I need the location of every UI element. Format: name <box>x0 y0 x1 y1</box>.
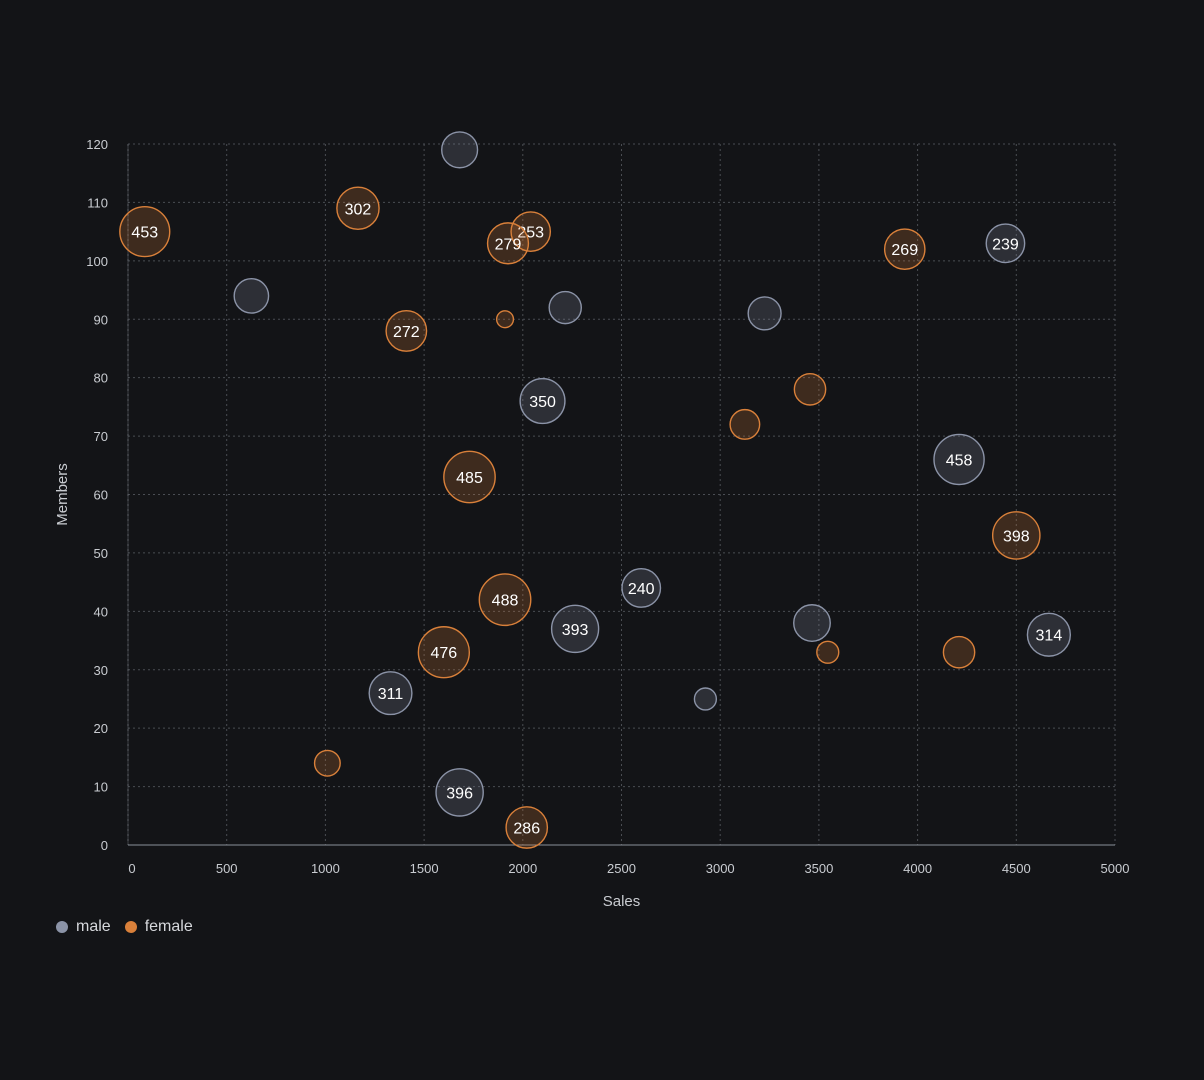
bubble-label: 272 <box>393 324 420 341</box>
y-tick-label: 100 <box>86 254 108 269</box>
bubble-female <box>883 228 926 270</box>
bubble-label: 286 <box>513 820 540 837</box>
legend-swatch-male <box>56 921 68 933</box>
legend-swatch-female <box>124 921 137 933</box>
legend: male female <box>56 918 193 936</box>
bubble-label: 302 <box>345 201 372 218</box>
bubble-female <box>119 205 171 258</box>
series-male: 239 350 458 240 393 314 311 396 <box>233 131 1072 817</box>
bubble-female <box>385 310 428 352</box>
y-axis-title: Members <box>54 463 71 526</box>
y-tick-label: 110 <box>87 195 108 210</box>
bubble-label: 398 <box>1003 528 1030 545</box>
bubble-label: 269 <box>891 242 918 259</box>
y-tick-label: 90 <box>94 312 108 327</box>
bubble-label: 458 <box>946 452 973 469</box>
y-tick-label: 120 <box>86 137 108 152</box>
bubble-male <box>933 433 985 486</box>
bubble-label: 253 <box>517 225 544 242</box>
bubble-label: 279 <box>495 236 522 253</box>
legend-label-male: male <box>76 918 111 935</box>
legend-label-female: female <box>144 918 193 935</box>
bubble-label: 476 <box>430 645 457 662</box>
bubble-female <box>336 186 380 231</box>
bubble-label: 393 <box>562 622 589 639</box>
y-tick-label: 20 <box>94 721 108 736</box>
bubble-male <box>233 277 270 314</box>
x-tick-label: 1000 <box>311 861 340 876</box>
bubble-male <box>550 604 600 654</box>
bubble-male <box>435 768 484 817</box>
bubble-female <box>313 749 341 777</box>
x-tick-label: 4000 <box>903 861 932 876</box>
legend-item-female[interactable]: female <box>124 918 193 936</box>
bubble-label: 488 <box>492 593 519 610</box>
y-tick-label: 70 <box>94 429 108 444</box>
x-tick-label: 2000 <box>508 861 537 876</box>
bubble-label: 239 <box>992 236 1019 253</box>
bubble-female <box>793 373 827 406</box>
y-tick-label: 50 <box>94 546 108 561</box>
x-tick-label: 2500 <box>607 861 636 876</box>
bubble-male <box>793 604 831 642</box>
bubble-female <box>486 222 530 265</box>
bubble-male <box>693 687 718 711</box>
bubble-male <box>368 671 413 716</box>
bubble-female <box>495 310 515 329</box>
bubble-female <box>816 640 840 664</box>
x-tick-label: 3500 <box>804 861 833 876</box>
x-tick-label: 1500 <box>410 861 439 876</box>
bubble-female <box>478 573 532 627</box>
bubble-label: 453 <box>131 225 158 242</box>
bubble-female <box>942 635 976 669</box>
y-tick-label: 30 <box>94 663 108 678</box>
bubble-male <box>621 568 662 608</box>
bubble-label: 314 <box>1036 628 1063 645</box>
y-tick-label: 80 <box>94 371 108 386</box>
bubble-male <box>519 377 566 425</box>
bubble-male <box>985 223 1026 264</box>
y-tick-label: 0 <box>101 838 108 853</box>
y-tick-label: 60 <box>94 488 108 503</box>
bubble-female <box>505 806 549 849</box>
bubble-label: 350 <box>529 394 556 411</box>
x-tick-label: 0 <box>128 861 135 876</box>
legend-item-male[interactable]: male <box>56 918 111 936</box>
y-tick-label: 40 <box>94 604 108 619</box>
bubble-male <box>1026 612 1072 657</box>
bubble-male <box>548 290 582 325</box>
bubble-female <box>443 450 496 504</box>
bubble-female <box>417 626 471 679</box>
x-tick-label: 500 <box>216 861 238 876</box>
bubble-label: 240 <box>628 581 655 598</box>
bubble-label: 311 <box>378 686 404 703</box>
x-tick-label: 5000 <box>1101 861 1130 876</box>
bubble-female <box>510 211 552 252</box>
bubble-male <box>747 296 782 331</box>
x-axis-title: Sales <box>603 893 641 910</box>
bubble-female <box>729 408 761 440</box>
x-tick-label: 4500 <box>1002 861 1031 876</box>
y-tick-label: 10 <box>94 780 108 795</box>
bubble-male <box>441 131 479 169</box>
bubble-label: 396 <box>446 785 473 802</box>
x-tick-label: 3000 <box>706 861 735 876</box>
bubble-label: 485 <box>456 470 483 487</box>
bubble-female <box>991 511 1041 560</box>
